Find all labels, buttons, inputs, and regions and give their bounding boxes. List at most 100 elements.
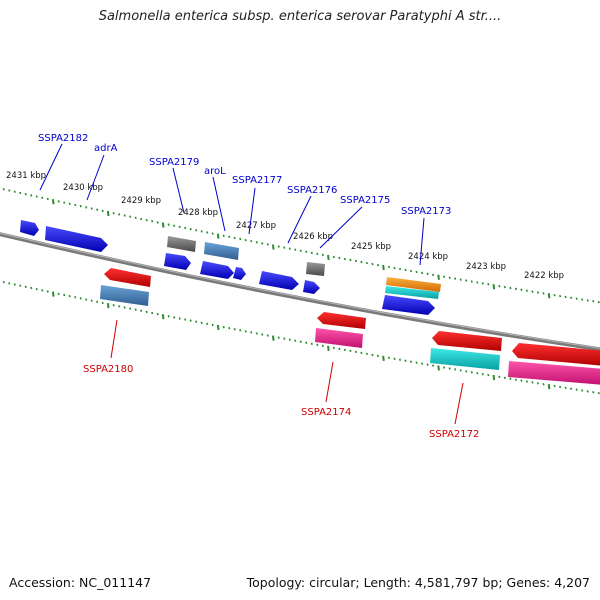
minor-tick <box>459 369 462 372</box>
major-tick <box>327 254 330 261</box>
minor-tick <box>85 298 88 301</box>
kbp-label: 2422 kbp <box>524 271 564 281</box>
minor-tick <box>255 241 258 244</box>
gene-label[interactable]: SSPA2174 <box>301 407 351 418</box>
minor-tick <box>581 298 584 301</box>
minor-tick <box>376 354 380 358</box>
minor-tick <box>74 203 77 207</box>
kbp-label: 2426 kbp <box>293 232 333 242</box>
kbp-label: 2429 kbp <box>121 196 161 206</box>
minor-tick <box>465 370 468 373</box>
minor-tick <box>553 293 556 297</box>
gene-arrow[interactable] <box>259 271 299 290</box>
minor-tick <box>481 282 484 285</box>
gene-block[interactable] <box>386 277 441 292</box>
minor-tick <box>239 329 242 332</box>
gene-label[interactable]: adrA <box>94 143 118 154</box>
minor-tick <box>409 360 413 363</box>
gene-label[interactable]: aroL <box>204 166 226 177</box>
minor-tick <box>421 271 424 275</box>
minor-tick <box>310 342 313 346</box>
gene-block[interactable] <box>306 262 325 276</box>
minor-tick <box>13 283 16 286</box>
kbp-label: 2427 kbp <box>236 221 276 231</box>
minor-tick <box>570 296 573 300</box>
minor-tick <box>316 252 319 256</box>
minor-tick <box>321 344 324 348</box>
minor-tick <box>283 246 286 249</box>
gene-arrow[interactable] <box>512 343 600 366</box>
gene-arrow[interactable] <box>233 267 246 280</box>
gene-block[interactable] <box>204 242 239 260</box>
gene-arrow[interactable] <box>432 331 502 351</box>
minor-tick <box>151 311 154 315</box>
minor-tick <box>68 202 71 206</box>
minor-tick <box>140 309 143 313</box>
minor-tick <box>531 381 534 384</box>
gene-block[interactable] <box>508 361 600 385</box>
major-tick <box>382 264 385 271</box>
minor-tick <box>520 379 523 382</box>
major-tick <box>271 335 275 341</box>
gene-block[interactable] <box>430 348 500 370</box>
minor-tick <box>536 291 540 294</box>
minor-tick <box>63 201 66 204</box>
gene-arrow[interactable] <box>164 253 191 270</box>
forward-genes <box>20 220 441 315</box>
gene-arrow[interactable] <box>104 268 151 287</box>
kbp-label: 2424 kbp <box>408 252 448 262</box>
gene-arrow[interactable] <box>303 280 320 294</box>
minor-tick <box>476 281 479 284</box>
minor-tick <box>101 209 104 213</box>
minor-tick <box>79 204 82 208</box>
gene-arrow[interactable] <box>200 261 234 279</box>
minor-tick <box>57 200 60 203</box>
gene-label[interactable]: SSPA2172 <box>429 429 479 440</box>
gene-block[interactable] <box>167 236 196 252</box>
major-tick <box>161 222 165 228</box>
minor-tick <box>294 339 297 342</box>
minor-tick <box>564 386 567 390</box>
gene-block[interactable] <box>100 285 149 306</box>
gene-label[interactable]: SSPA2179 <box>149 157 199 168</box>
gene-label[interactable]: SSPA2180 <box>83 364 133 375</box>
minor-tick <box>404 268 407 272</box>
minor-tick <box>509 286 512 290</box>
gene-label[interactable]: SSPA2175 <box>340 195 390 206</box>
major-tick <box>51 199 55 205</box>
minor-tick <box>542 292 545 295</box>
minor-tick <box>35 195 38 198</box>
minor-tick <box>41 289 44 292</box>
minor-tick <box>156 221 159 224</box>
gene-label[interactable]: SSPA2176 <box>287 185 337 196</box>
minor-tick <box>46 197 49 201</box>
map-title: Salmonella enterica subsp. enterica sero… <box>98 9 502 24</box>
minor-tick <box>454 277 457 280</box>
gene-block[interactable] <box>315 328 363 348</box>
minor-tick <box>586 299 589 302</box>
minor-tick <box>24 192 27 196</box>
gene-label[interactable]: SSPA2177 <box>232 175 282 186</box>
gene-arrow[interactable] <box>20 220 39 236</box>
gene-arrow[interactable] <box>382 295 435 315</box>
minor-tick <box>112 303 115 307</box>
minor-tick <box>24 285 27 289</box>
minor-tick <box>211 323 214 327</box>
minor-tick <box>354 259 357 263</box>
gene-arrow[interactable] <box>45 226 108 252</box>
gene-block[interactable] <box>385 286 439 299</box>
minor-tick <box>90 299 93 302</box>
minor-tick <box>96 300 99 304</box>
gene-label[interactable]: SSPA2173 <box>401 206 451 217</box>
minor-tick <box>415 361 418 364</box>
leader-line <box>248 187 256 235</box>
leader-line <box>172 167 185 214</box>
reverse-genes <box>100 268 600 385</box>
minor-tick <box>448 276 451 279</box>
minor-tick <box>387 356 391 360</box>
minor-tick <box>19 284 22 287</box>
gene-label[interactable]: SSPA2182 <box>38 133 88 144</box>
leader-line <box>39 143 63 191</box>
gene-arrow[interactable] <box>317 312 366 329</box>
minor-tick <box>41 196 44 200</box>
